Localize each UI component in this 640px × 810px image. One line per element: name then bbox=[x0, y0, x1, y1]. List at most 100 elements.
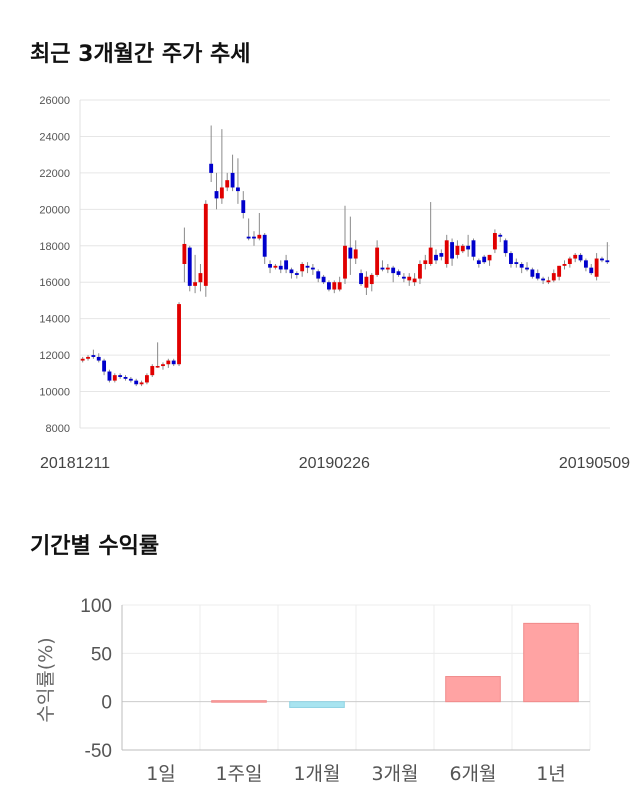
candle-body bbox=[509, 253, 513, 264]
bar-x-tick-label: 3개월 bbox=[371, 763, 418, 785]
return-bar bbox=[445, 676, 501, 703]
candle-body bbox=[589, 267, 594, 274]
candle-body bbox=[96, 356, 101, 361]
candlestick-chart: 26000 24000 22000 20000 18000 16000 14000 12000… bbox=[39, 95, 630, 472]
candle-y-tick-label: 8000 bbox=[46, 423, 70, 435]
bar-y-tick-label: -50 bbox=[85, 741, 112, 762]
bar-x-tick-label: 1개월 bbox=[293, 763, 340, 785]
candle-body bbox=[139, 382, 144, 385]
bar-y-tick-label: 100 bbox=[80, 596, 112, 617]
bar-x-tick-label: 1년 bbox=[536, 763, 566, 785]
candle-x-tick-label: 20190509 bbox=[559, 455, 630, 472]
candle-y-axis: 26000 24000 22000 20000 18000 16000 14000 12000… bbox=[39, 95, 70, 435]
candle-body bbox=[364, 276, 369, 288]
candle-body bbox=[455, 245, 460, 255]
return-bar bbox=[523, 622, 579, 703]
candle-body bbox=[161, 364, 165, 367]
candle-body bbox=[369, 274, 374, 285]
candle-body bbox=[434, 254, 438, 261]
candle-body bbox=[482, 256, 487, 263]
candle-body bbox=[412, 278, 417, 283]
bar-x-tick-label: 6개월 bbox=[449, 763, 496, 785]
candle-body bbox=[476, 260, 481, 264]
candle-body bbox=[450, 242, 454, 259]
candle-body bbox=[546, 280, 551, 283]
candle-body bbox=[321, 276, 326, 283]
bar-y-axis-label: 수익률(%) bbox=[35, 637, 57, 722]
candle-body bbox=[209, 163, 214, 173]
bar-axes: 100 50 0 -50 수익률(%) 1일 1주일 1개월 3개월 6개월 1년 bbox=[35, 596, 590, 785]
candle-body bbox=[91, 355, 96, 357]
candle-body bbox=[385, 267, 390, 270]
candle-body bbox=[401, 276, 406, 279]
candle-body bbox=[225, 180, 230, 188]
candle-body bbox=[492, 233, 497, 250]
candle-body bbox=[316, 271, 321, 279]
candle-y-tick-label: 20000 bbox=[39, 204, 70, 216]
candle-body bbox=[348, 247, 353, 259]
bar-x-tick-label: 1주일 bbox=[215, 763, 262, 785]
candle-x-tick-label: 20181211 bbox=[40, 455, 110, 472]
candle-y-tick-label: 24000 bbox=[39, 131, 70, 143]
candle-body bbox=[514, 262, 519, 264]
candle-body bbox=[166, 360, 171, 365]
candle-body bbox=[530, 269, 535, 277]
return-bar bbox=[211, 700, 267, 703]
candle-body bbox=[193, 282, 198, 286]
candle-body bbox=[241, 200, 246, 213]
candle-body bbox=[305, 265, 310, 268]
candle-body bbox=[375, 247, 380, 275]
candle-body bbox=[155, 366, 160, 368]
candle-body bbox=[343, 245, 347, 279]
bar-y-tick-label: 0 bbox=[101, 693, 112, 714]
candle-body bbox=[380, 267, 385, 270]
candle-body bbox=[187, 247, 192, 286]
candle-body bbox=[118, 375, 123, 377]
candle-body bbox=[102, 360, 107, 372]
candle-body bbox=[107, 371, 112, 381]
candle-body bbox=[327, 282, 331, 290]
bar-series bbox=[211, 622, 579, 708]
candle-body bbox=[268, 264, 272, 268]
candle-body bbox=[583, 260, 588, 268]
candle-body bbox=[123, 376, 128, 379]
candle-body bbox=[503, 240, 508, 254]
candle-body bbox=[605, 260, 610, 263]
candle-body bbox=[171, 360, 176, 365]
candle-body bbox=[150, 366, 155, 376]
candle-body bbox=[144, 375, 149, 383]
candle-body bbox=[332, 282, 337, 290]
candle-y-tick-label: 26000 bbox=[39, 95, 70, 107]
bar-grid bbox=[121, 604, 591, 751]
candle-body bbox=[407, 276, 412, 281]
candle-body bbox=[600, 258, 604, 261]
candle-body bbox=[578, 254, 583, 261]
candle-body bbox=[541, 278, 546, 281]
candle-body bbox=[391, 267, 396, 274]
candle-body bbox=[487, 254, 492, 261]
candle-body bbox=[112, 375, 117, 381]
candle-y-tick-label: 22000 bbox=[39, 168, 70, 180]
candle-body bbox=[134, 380, 139, 385]
candle-body bbox=[428, 247, 433, 264]
candle-body bbox=[182, 243, 187, 264]
candle-y-tick-label: 16000 bbox=[39, 277, 70, 289]
candle-body bbox=[557, 265, 562, 277]
candle-grid bbox=[79, 99, 610, 429]
candle-body bbox=[80, 358, 85, 361]
candle-series bbox=[80, 125, 610, 387]
candle-body bbox=[198, 273, 203, 283]
candle-body bbox=[289, 269, 294, 274]
candle-body bbox=[444, 240, 449, 264]
candle-body bbox=[294, 273, 299, 275]
bar-y-tick-label: 50 bbox=[91, 644, 112, 665]
candle-body bbox=[466, 245, 471, 250]
candle-body bbox=[439, 253, 444, 257]
candle-body bbox=[273, 265, 278, 268]
candle-body bbox=[519, 264, 524, 268]
candle-body bbox=[471, 240, 476, 257]
candle-body bbox=[310, 267, 315, 270]
candle-body bbox=[86, 356, 90, 359]
candle-body bbox=[219, 187, 224, 199]
